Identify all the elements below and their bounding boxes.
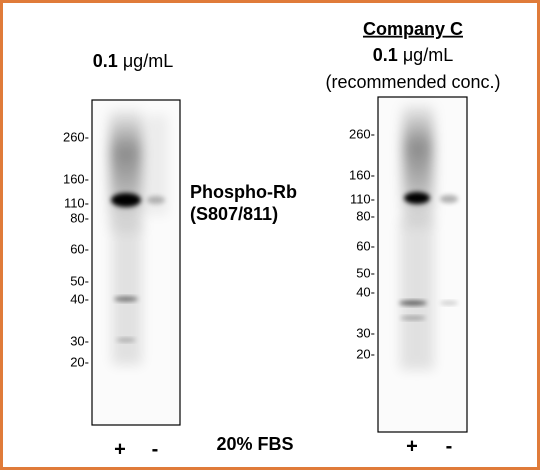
note: (recommended conc.) xyxy=(325,72,500,92)
concentration: 0.1 μg/mL xyxy=(373,45,453,65)
lane-label: - xyxy=(152,438,159,460)
target-name: Phospho-Rb xyxy=(190,182,297,202)
blot-left xyxy=(91,99,181,426)
marker-label: 80- xyxy=(70,210,89,225)
lane-label: + xyxy=(406,435,418,457)
marker-label: 110- xyxy=(350,191,375,206)
marker-label: 30- xyxy=(356,325,375,340)
marker-label: 80- xyxy=(356,208,375,223)
marker-label: 30- xyxy=(70,333,89,348)
markers-right: 260- 160- 110- 80- 60- 50- 40- 30- 20- + - xyxy=(349,126,452,457)
concentration: 0.1 μg/mL xyxy=(93,51,173,71)
blot-right xyxy=(377,96,468,433)
marker-label: 160- xyxy=(63,171,89,186)
target-site: (S807/811) xyxy=(190,204,278,224)
marker-label: 60- xyxy=(356,238,375,253)
marker-label: 160- xyxy=(349,167,375,182)
company: Company C xyxy=(363,19,463,39)
marker-label: 50- xyxy=(356,265,375,280)
marker-label: 40- xyxy=(356,284,375,299)
marker-label: 20- xyxy=(70,354,89,369)
condition: 20% FBS xyxy=(216,434,293,454)
marker-label: 110- xyxy=(64,195,89,210)
marker-label: 40- xyxy=(70,291,89,306)
markers-left: 260- 160- 110-80- 60- 50- 40- 30- 20- + - xyxy=(63,129,158,460)
marker-label: 20- xyxy=(356,346,375,361)
marker-label: 260- xyxy=(63,129,89,144)
marker-label: 50- xyxy=(70,273,89,288)
lane-label: - xyxy=(446,435,453,457)
marker-label: 260- xyxy=(349,126,375,141)
lane-label: + xyxy=(114,438,126,460)
marker-label: 60- xyxy=(70,241,89,256)
